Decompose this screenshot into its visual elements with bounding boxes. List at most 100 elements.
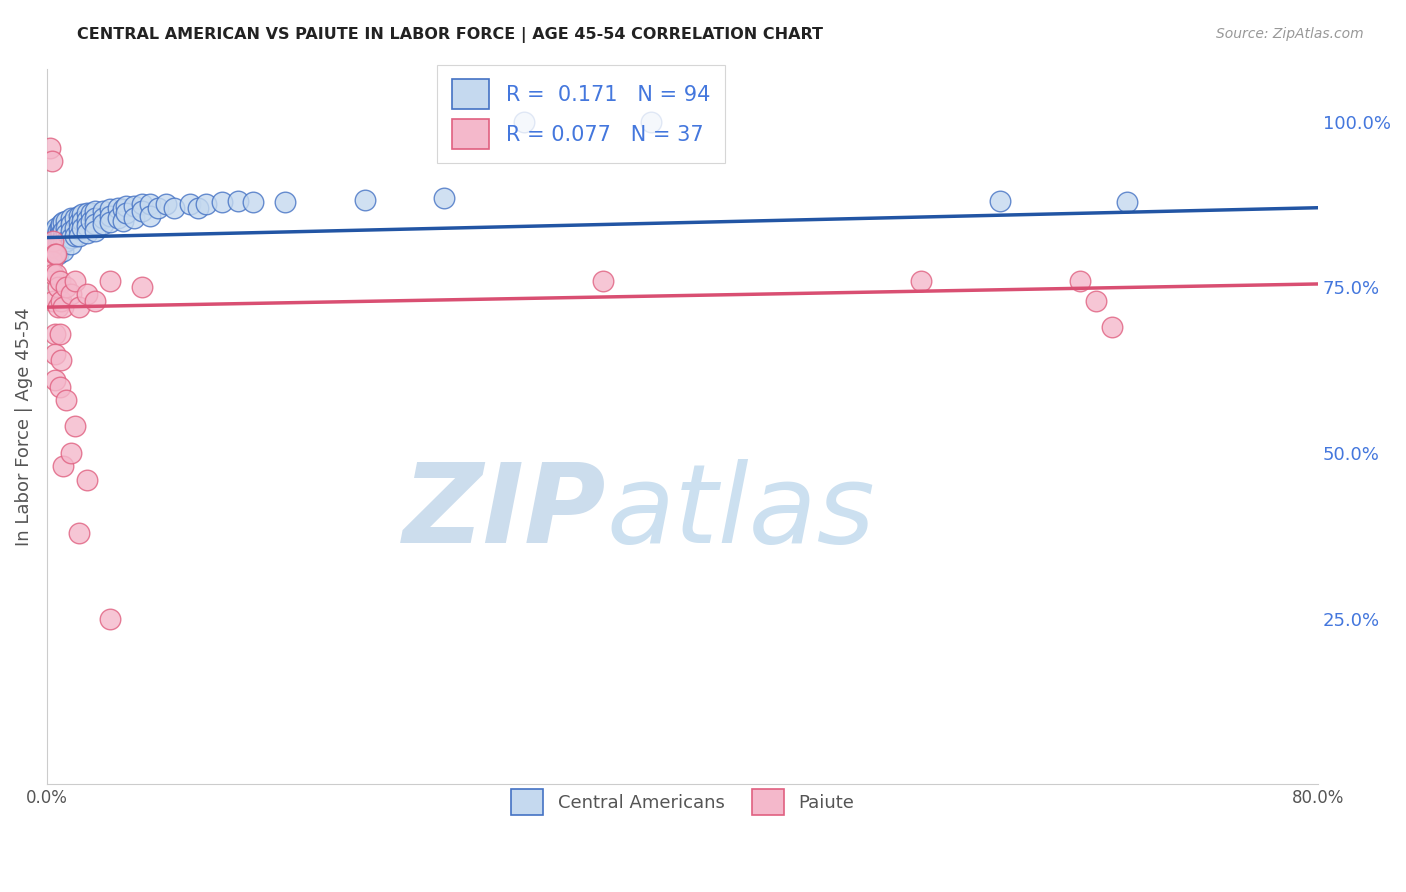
Point (55, 214, 77, 228)
Point (83, 224, 105, 238)
Point (52, 300, 75, 314)
Point (124, 211, 146, 225)
Point (194, 197, 217, 211)
Point (44, 247, 66, 261)
Point (51, 353, 73, 368)
Point (226, 194, 249, 208)
Point (112, 214, 135, 228)
Point (107, 201, 129, 215)
Point (115, 199, 138, 213)
Point (59, 224, 82, 238)
Point (45, 267, 67, 281)
Text: Source: ZipAtlas.com: Source: ZipAtlas.com (1216, 27, 1364, 41)
Point (46, 300, 69, 314)
Point (512, 114, 534, 128)
Point (65, 228, 87, 243)
Point (67, 300, 90, 314)
Point (52, 244, 75, 258)
Point (52, 237, 75, 252)
Point (51, 234, 73, 248)
Point (41, 234, 63, 248)
Point (44, 346, 66, 360)
Point (65, 211, 87, 225)
Point (48, 240, 70, 254)
Point (83, 217, 105, 231)
Point (163, 201, 186, 215)
Point (70, 214, 93, 228)
Point (55, 392, 77, 407)
Point (131, 204, 153, 219)
Point (45, 237, 67, 252)
Point (139, 197, 162, 211)
Point (59, 230, 82, 244)
Point (48, 220, 70, 235)
Point (155, 197, 177, 211)
Point (100, 202, 122, 216)
Point (76, 219, 98, 234)
Point (65, 274, 87, 288)
Point (988, 194, 1011, 208)
Text: ZIP: ZIP (402, 458, 606, 566)
Point (39, 141, 62, 155)
Point (76, 473, 98, 487)
Point (83, 293, 105, 308)
Point (433, 191, 456, 205)
Point (59, 237, 82, 252)
Point (640, 114, 662, 128)
Point (131, 280, 153, 294)
Point (46, 237, 69, 252)
Point (1116, 195, 1139, 210)
Point (67, 209, 90, 223)
Point (59, 446, 82, 460)
Point (91, 211, 114, 225)
Point (91, 217, 114, 231)
Point (353, 193, 375, 207)
Point (76, 286, 98, 301)
Point (59, 286, 82, 301)
Point (76, 226, 98, 240)
Point (100, 215, 122, 229)
Point (91, 204, 114, 219)
Point (48, 234, 70, 248)
Point (44, 326, 66, 341)
Point (179, 197, 201, 211)
Point (52, 459, 75, 474)
Point (55, 220, 77, 235)
Point (51, 227, 73, 242)
Point (46, 224, 69, 238)
Point (83, 204, 105, 219)
Point (131, 197, 153, 211)
Point (274, 195, 297, 210)
Point (1101, 320, 1123, 334)
Point (42, 267, 65, 281)
Point (67, 228, 90, 243)
Point (139, 209, 162, 223)
Point (910, 274, 932, 288)
Point (46, 230, 69, 244)
Point (59, 211, 82, 225)
Point (1069, 274, 1091, 288)
Point (45, 230, 67, 244)
Text: atlas: atlas (606, 458, 875, 566)
Point (51, 237, 73, 252)
Point (52, 215, 75, 229)
Point (48, 274, 70, 288)
Point (55, 227, 77, 242)
Point (51, 217, 73, 231)
Point (592, 274, 614, 288)
Point (59, 217, 82, 231)
Point (55, 280, 77, 294)
Point (187, 201, 209, 215)
Point (67, 222, 90, 236)
Point (52, 224, 75, 238)
Point (41, 240, 63, 254)
Point (48, 227, 70, 242)
Point (42, 237, 65, 252)
Point (44, 240, 66, 254)
Point (146, 201, 169, 215)
Point (45, 247, 67, 261)
Point (211, 195, 233, 210)
Point (83, 211, 105, 225)
Point (41, 253, 63, 268)
Point (80, 206, 103, 220)
